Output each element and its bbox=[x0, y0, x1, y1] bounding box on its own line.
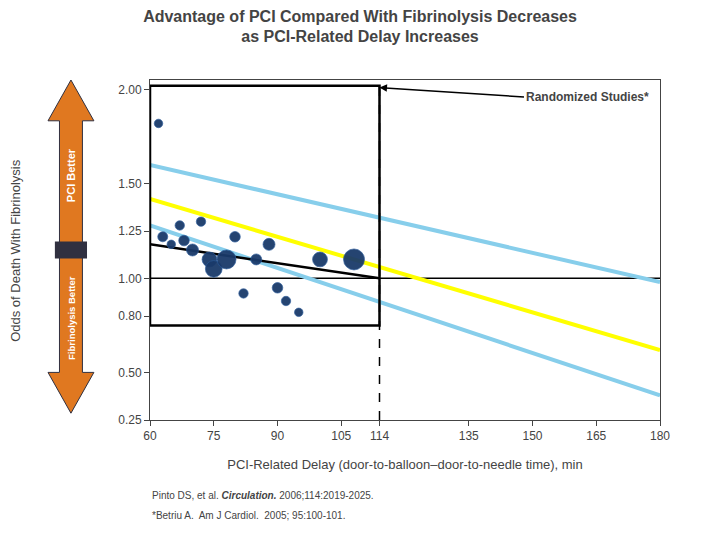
svg-text:135: 135 bbox=[459, 429, 479, 443]
svg-text:PCI Better: PCI Better bbox=[65, 148, 77, 202]
svg-text:150: 150 bbox=[522, 429, 542, 443]
svg-text:Pinto DS, et al. Circulation.: Pinto DS, et al. Circulation. 2006;114:2… bbox=[152, 490, 374, 501]
svg-text:90: 90 bbox=[271, 429, 285, 443]
svg-text:105: 105 bbox=[331, 429, 351, 443]
svg-text:114: 114 bbox=[370, 429, 389, 443]
svg-text:60: 60 bbox=[143, 429, 157, 443]
svg-text:180: 180 bbox=[650, 429, 670, 443]
svg-text:165: 165 bbox=[586, 429, 606, 443]
svg-text:2.00: 2.00 bbox=[118, 83, 142, 97]
svg-text:1.50: 1.50 bbox=[118, 177, 142, 191]
svg-text:75: 75 bbox=[207, 429, 221, 443]
svg-text:Odds of Death With Fibrinolysi: Odds of Death With Fibrinolysis bbox=[8, 159, 23, 342]
svg-text:Advantage of PCI Compared With: Advantage of PCI Compared With Fibrinoly… bbox=[143, 8, 577, 46]
svg-text:0.80: 0.80 bbox=[118, 309, 142, 323]
svg-text:0.25: 0.25 bbox=[118, 413, 142, 427]
svg-text:1.25: 1.25 bbox=[118, 224, 142, 238]
svg-text:Randomized Studies*: Randomized Studies* bbox=[526, 90, 649, 104]
svg-text:0.50: 0.50 bbox=[118, 366, 142, 380]
svg-text:*Betriu A. Am J Cardiol. 200: *Betriu A. Am J Cardiol. 2005; 95:100-10… bbox=[152, 510, 345, 521]
svg-text:1.00: 1.00 bbox=[118, 272, 142, 286]
svg-text:PCI-Related Delay (door-to-bal: PCI-Related Delay (door-to-balloon–door-… bbox=[227, 457, 583, 472]
svg-text:Fibrinolysis Better: Fibrinolysis Better bbox=[66, 276, 77, 360]
